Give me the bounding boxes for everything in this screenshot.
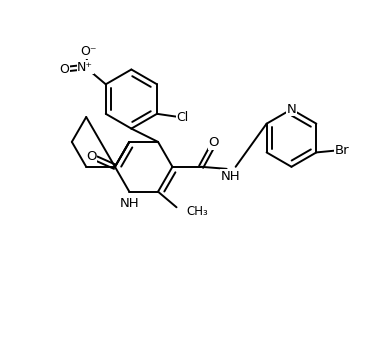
Text: N: N bbox=[287, 103, 296, 116]
Text: N⁺: N⁺ bbox=[77, 61, 93, 74]
Text: Br: Br bbox=[335, 144, 349, 157]
Text: O⁻: O⁻ bbox=[80, 45, 97, 58]
Text: NH: NH bbox=[221, 170, 241, 183]
Text: NH: NH bbox=[119, 197, 139, 210]
Text: O: O bbox=[59, 63, 69, 76]
Text: O: O bbox=[208, 136, 219, 149]
Text: CH₃: CH₃ bbox=[187, 205, 209, 218]
Text: Cl: Cl bbox=[177, 111, 189, 124]
Text: O: O bbox=[86, 150, 97, 163]
